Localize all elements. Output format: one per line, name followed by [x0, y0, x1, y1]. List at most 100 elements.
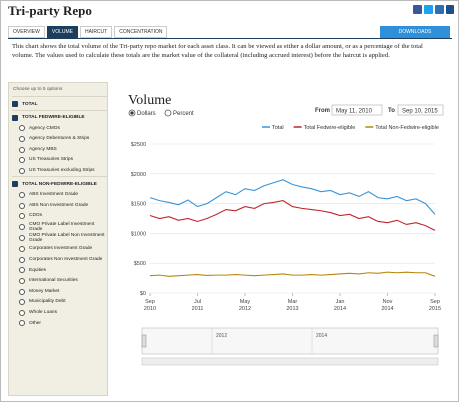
to-input[interactable] [397, 104, 444, 116]
share-icon[interactable] [446, 5, 454, 14]
navigator-handle-left[interactable] [141, 334, 147, 348]
x-tick-label: Jan 2014 [334, 299, 346, 312]
checkbox[interactable] [12, 114, 18, 121]
y-tick-label: $1000 [131, 231, 146, 237]
option-label: Money Market [29, 288, 60, 294]
option-label: Corporates Investment Grade [29, 246, 93, 252]
radio-label: Dollars [137, 111, 156, 117]
facebook-icon[interactable] [413, 5, 422, 14]
option-label: TOTAL NON-FEDWIRE-ELIGIBLE [22, 181, 97, 187]
x-tick-label: Jul 2011 [192, 299, 204, 312]
to-date: Sep 10, 2015 [402, 109, 438, 115]
page-title: Tri-party Repo [8, 3, 92, 18]
option[interactable]: Equities [19, 265, 107, 276]
option[interactable]: Municipality Debt [19, 297, 107, 308]
x-tick-label: Mar 2013 [286, 299, 298, 312]
legend-label: Total Fedwire-eligible [304, 125, 356, 131]
y-tick-label: $500 [134, 261, 146, 267]
option-label: ABS Non Investment Grade [29, 202, 89, 208]
option[interactable]: Money Market [19, 286, 107, 297]
option[interactable]: TOTAL [12, 96, 107, 110]
option[interactable]: Agency CMOs [19, 123, 107, 134]
option[interactable]: ABS Non Investment Grade [19, 200, 107, 211]
checkbox[interactable] [19, 299, 25, 306]
option-label: Agency Debentures & Strips [29, 136, 90, 142]
checkbox[interactable] [12, 181, 18, 188]
option[interactable]: Corporates Non Investment Grade [19, 255, 107, 266]
tab[interactable]: CONCENTRATION [114, 26, 168, 38]
option[interactable]: Other [19, 318, 107, 329]
checkbox[interactable] [19, 256, 25, 263]
option[interactable]: US Treasuries excluding Strips [19, 166, 107, 177]
tabs: OVERVIEW VOLUME HAIRCUT CONCENTRATION [8, 26, 168, 38]
downloads-button[interactable]: DOWNLOADS [380, 26, 450, 38]
option-label: Municipality Debt [29, 299, 66, 305]
divider [8, 38, 452, 39]
option[interactable]: Corporates Investment Grade [19, 244, 107, 255]
checkbox[interactable] [19, 288, 25, 295]
series-line [149, 179, 436, 215]
checkbox[interactable] [19, 235, 25, 242]
checkbox[interactable] [19, 224, 25, 231]
y-tick-label: $1500 [131, 202, 146, 208]
checkbox[interactable] [19, 202, 25, 209]
radio-label: Percent [173, 111, 194, 117]
navigator[interactable] [141, 327, 439, 355]
option-label: TOTAL FEDWIRE-ELIGIBLE [22, 115, 85, 121]
option[interactable]: TOTAL NON-FEDWIRE-ELIGIBLE [12, 176, 107, 190]
option-label: US Treasuries Strips [29, 157, 73, 163]
chart: Volume Dollars Percent From May 11, 2010 To S… [128, 93, 444, 366]
option[interactable]: CMO Private Label Non Investment Grade [19, 233, 107, 244]
x-tick-label: Sep 2010 [144, 299, 156, 312]
email-icon[interactable] [435, 5, 444, 14]
x-tick-label: May 2012 [239, 299, 251, 312]
tab[interactable]: OVERVIEW [8, 26, 45, 38]
option[interactable]: TOTAL FEDWIRE-ELIGIBLE [12, 109, 107, 124]
option-label: Other [29, 320, 41, 326]
tab[interactable]: HAIRCUT [79, 26, 113, 38]
navigator-handle-right[interactable] [433, 334, 439, 348]
chart-title: Volume [128, 93, 171, 108]
checkbox[interactable] [19, 146, 25, 153]
checkbox[interactable] [19, 157, 25, 164]
checkbox[interactable] [19, 277, 25, 284]
option-label: CMO Private Label Non Investment Grade [29, 232, 105, 244]
tab[interactable]: VOLUME [46, 26, 78, 38]
option-label: International Securities [29, 278, 78, 284]
checkbox[interactable] [19, 213, 25, 220]
radio-dot [130, 111, 134, 115]
to-label: To [388, 108, 395, 114]
checkbox[interactable] [19, 136, 25, 143]
checkbox[interactable] [12, 101, 18, 108]
from-date: May 11, 2010 [336, 109, 373, 115]
navigator-label: 2012 [216, 333, 227, 339]
checkbox[interactable] [19, 167, 25, 174]
description: This chart shows the total volume of the… [12, 43, 423, 59]
checkbox[interactable] [19, 320, 25, 327]
option[interactable]: US Treasuries Strips [19, 155, 107, 166]
option[interactable]: CMO Private Label Investment Grade [19, 222, 107, 233]
checkbox[interactable] [19, 246, 25, 253]
checkbox[interactable] [19, 125, 25, 132]
radio[interactable] [164, 109, 172, 117]
scrollbar[interactable] [141, 357, 439, 366]
option-label: Whole Loans [29, 309, 57, 315]
checkbox[interactable] [19, 267, 25, 274]
y-tick-label: $0 [140, 291, 146, 297]
option-label: TOTAL [22, 101, 38, 107]
option[interactable]: CDOs [19, 211, 107, 222]
twitter-icon[interactable] [424, 5, 433, 14]
option[interactable]: Whole Loans [19, 307, 107, 318]
checkbox[interactable] [19, 309, 25, 316]
option[interactable]: Agency Debentures & Strips [19, 134, 107, 145]
option-label: CMO Private Label Investment Grade [29, 221, 95, 233]
option-label: Equities [29, 267, 47, 273]
option-label: Agency CMOs [29, 125, 60, 131]
option-label: ABS Investment Grade [29, 192, 79, 198]
option[interactable]: International Securities [19, 276, 107, 287]
option[interactable]: Agency MBS [19, 144, 107, 155]
option[interactable]: ABS Investment Grade [19, 190, 107, 201]
checkbox[interactable] [19, 192, 25, 199]
from-input[interactable] [331, 104, 383, 116]
